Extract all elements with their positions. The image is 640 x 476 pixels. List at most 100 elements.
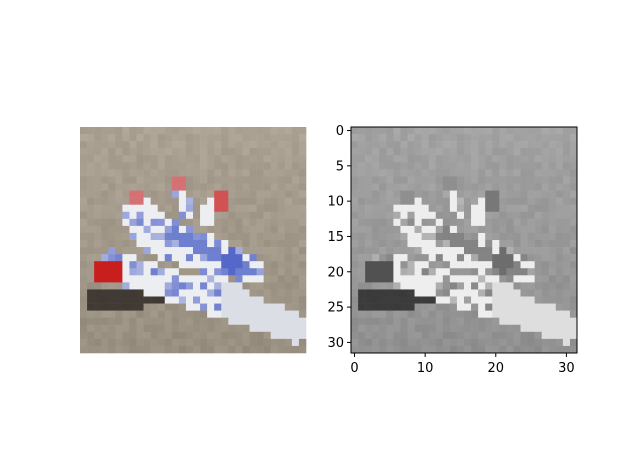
gray-pixel bbox=[513, 324, 521, 333]
gray-pixel bbox=[442, 303, 451, 311]
rgb-pixel bbox=[228, 331, 236, 340]
rgb-pixel bbox=[193, 155, 201, 163]
gray-pixel bbox=[456, 155, 465, 163]
rgb-pixel bbox=[171, 127, 180, 135]
gray-pixel bbox=[365, 310, 373, 318]
gray-pixel bbox=[534, 240, 542, 248]
gray-pixel bbox=[351, 141, 359, 149]
rgb-pixel bbox=[270, 232, 279, 241]
gray-pixel bbox=[358, 127, 366, 135]
rgb-pixel bbox=[214, 162, 222, 170]
rgb-pixel bbox=[193, 141, 201, 149]
gray-pixel bbox=[555, 204, 564, 213]
rgb-pixel bbox=[129, 225, 137, 234]
grayscale-axes-frame bbox=[350, 126, 578, 354]
gray-pixel bbox=[449, 261, 458, 269]
gray-pixel bbox=[372, 317, 380, 326]
rgb-pixel bbox=[277, 127, 286, 135]
gray-pixel bbox=[365, 261, 373, 269]
gray-pixel bbox=[428, 324, 437, 333]
rgb-pixel bbox=[263, 282, 271, 290]
rgb-pixel bbox=[298, 345, 307, 354]
rgb-pixel bbox=[115, 282, 123, 290]
gray-pixel bbox=[485, 155, 493, 163]
gray-pixel bbox=[372, 197, 380, 205]
rgb-pixel bbox=[298, 211, 307, 220]
rgb-pixel bbox=[228, 275, 236, 283]
gray-pixel bbox=[421, 127, 429, 135]
gray-pixel bbox=[456, 162, 465, 170]
rgb-pixel bbox=[108, 310, 116, 318]
rgb-pixel bbox=[235, 141, 243, 149]
gray-pixel bbox=[365, 338, 373, 347]
rgb-pixel bbox=[178, 331, 187, 340]
gray-pixel bbox=[485, 141, 493, 149]
gray-pixel bbox=[499, 338, 507, 347]
rgb-pixel bbox=[221, 338, 229, 347]
gray-pixel bbox=[478, 183, 486, 191]
rgb-pixel bbox=[214, 338, 222, 347]
rgb-pixel bbox=[171, 190, 180, 198]
gray-pixel bbox=[492, 169, 500, 177]
rgb-pixel bbox=[193, 345, 201, 354]
rgb-pixel bbox=[87, 303, 95, 311]
gray-pixel bbox=[456, 240, 465, 248]
rgb-pixel bbox=[284, 317, 293, 326]
rgb-pixel bbox=[185, 218, 194, 227]
rgb-pixel bbox=[185, 155, 194, 163]
rgb-pixel bbox=[284, 345, 293, 354]
rgb-pixel bbox=[171, 232, 180, 241]
rgb-pixel bbox=[143, 162, 151, 170]
gray-pixel bbox=[428, 317, 437, 326]
rgb-pixel bbox=[129, 127, 137, 135]
rgb-pixel bbox=[284, 225, 293, 234]
rgb-pixel bbox=[185, 261, 194, 269]
rgb-pixel bbox=[94, 218, 102, 227]
rgb-pixel bbox=[291, 155, 300, 163]
gray-pixel bbox=[485, 310, 493, 318]
gray-pixel bbox=[393, 254, 401, 262]
gray-pixel bbox=[379, 261, 387, 269]
rgb-pixel bbox=[101, 324, 109, 333]
gray-pixel bbox=[456, 289, 465, 297]
rgb-pixel bbox=[157, 345, 166, 354]
gray-pixel bbox=[478, 197, 486, 205]
gray-pixel bbox=[456, 338, 465, 347]
gray-pixel bbox=[386, 190, 394, 198]
rgb-pixel bbox=[94, 232, 102, 241]
rgb-pixel bbox=[284, 169, 293, 177]
gray-pixel bbox=[541, 289, 550, 297]
rgb-pixel bbox=[87, 169, 95, 177]
gray-pixel bbox=[442, 183, 451, 191]
gray-pixel bbox=[351, 303, 359, 311]
gray-pixel bbox=[456, 127, 465, 135]
gray-pixel bbox=[527, 162, 535, 170]
gray-pixel bbox=[393, 296, 401, 304]
rgb-pixel bbox=[122, 310, 130, 318]
gray-pixel bbox=[548, 268, 557, 276]
rgb-pixel bbox=[284, 197, 293, 205]
gray-pixel bbox=[527, 331, 535, 340]
gray-pixel bbox=[386, 247, 394, 255]
gray-pixel bbox=[442, 232, 451, 241]
rgb-pixel bbox=[101, 204, 109, 213]
rgb-pixel bbox=[87, 261, 95, 269]
rgb-pixel bbox=[101, 127, 109, 135]
rgb-pixel bbox=[256, 338, 264, 347]
rgb-pixel bbox=[298, 289, 307, 297]
gray-pixel bbox=[485, 225, 493, 234]
rgb-pixel bbox=[178, 190, 187, 198]
rgb-pixel bbox=[164, 190, 173, 198]
gray-pixel bbox=[527, 232, 535, 241]
rgb-pixel bbox=[122, 197, 130, 205]
rgb-pixel bbox=[228, 176, 236, 184]
gray-pixel bbox=[449, 268, 458, 276]
gray-pixel bbox=[555, 211, 564, 220]
gray-pixel bbox=[562, 127, 571, 135]
rgb-pixel bbox=[200, 211, 208, 220]
gray-pixel bbox=[555, 225, 564, 234]
rgb-pixel bbox=[122, 225, 130, 234]
gray-pixel bbox=[478, 345, 486, 354]
rgb-pixel bbox=[256, 197, 264, 205]
gray-pixel bbox=[471, 317, 479, 326]
